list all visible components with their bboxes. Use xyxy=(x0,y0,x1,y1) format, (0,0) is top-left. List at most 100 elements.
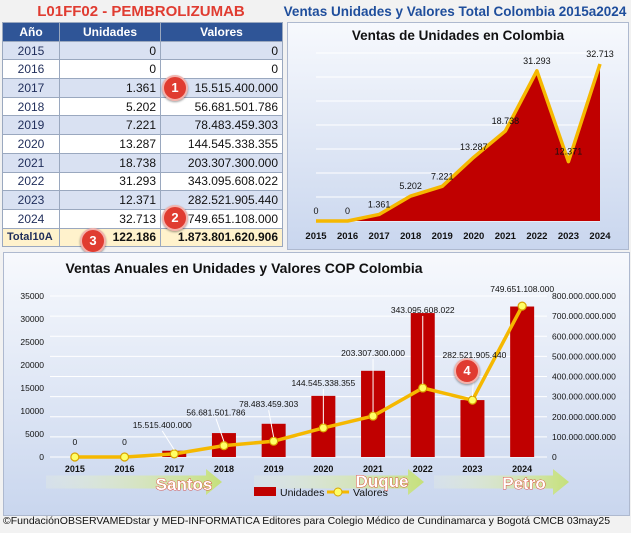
chart2-x-tick: 2018 xyxy=(214,464,234,474)
year-cell: 2020 xyxy=(2,134,60,154)
legend-label-units: Unidades xyxy=(280,487,324,499)
chart2-label-leader xyxy=(161,430,175,451)
chart2-values-point xyxy=(269,436,279,446)
units-cell: 0 xyxy=(59,40,161,61)
chart2-value-label: 56.681.501.786 xyxy=(186,408,245,418)
year-cell: 2018 xyxy=(2,96,60,117)
chart2-value-label: 144.545.338.355 xyxy=(291,378,355,388)
chart2-left-y-tick: 0 xyxy=(39,452,44,462)
chart2-left-y-tick: 20000 xyxy=(20,360,44,370)
chart2-right-y-tick: 0 xyxy=(552,452,557,462)
president-label: Duque xyxy=(356,472,409,491)
footer-credit: ©FundaciónOBSERVAMEDstar y MED-INFORMATI… xyxy=(3,515,611,527)
table-row: 2017 1.361 15.515.400.000 xyxy=(2,78,283,98)
chart2-label-leader xyxy=(215,418,225,442)
president-label: Santos xyxy=(156,475,213,494)
units-cell: 1.361 xyxy=(59,78,161,98)
chart1-data-label: 7.221 xyxy=(431,171,454,181)
col-header-units: Unidades xyxy=(59,22,161,42)
chart2-value-label: 282.521.905.440 xyxy=(443,350,507,360)
year-cell: 2022 xyxy=(2,171,60,192)
legend-swatch-units xyxy=(254,487,276,496)
chart2-right-y-tick: 700.000.000.000 xyxy=(552,311,616,321)
chart2-values-point xyxy=(70,452,80,462)
chart1-data-label: 31.293 xyxy=(523,56,551,66)
units-cell: 13.287 xyxy=(59,134,161,154)
table-row: 2018 5.202 56.681.501.786 xyxy=(2,96,283,117)
chart2-values-point xyxy=(418,383,428,393)
chart2-value-label: 15.515.400.000 xyxy=(133,420,192,430)
col-header-year: Año xyxy=(2,22,60,42)
chart2-values-point xyxy=(517,301,527,311)
marker-badge-4: 4 xyxy=(454,358,480,384)
legend-label-values: Valores xyxy=(353,487,388,499)
chart2-label-leader xyxy=(268,410,275,438)
table-row: 2022 31.293 343.095.608.022 xyxy=(2,171,283,192)
chart2-left-y-tick: 30000 xyxy=(20,314,44,324)
year-cell: 2019 xyxy=(2,115,60,136)
units-cell: 12.371 xyxy=(59,190,161,210)
chart2-value-label: 0 xyxy=(122,437,127,447)
chart2-x-tick: 2023 xyxy=(462,464,482,474)
value-cell: 144.545.338.355 xyxy=(160,134,283,154)
chart2-x-tick: 2015 xyxy=(65,464,85,474)
chart1-x-tick: 2018 xyxy=(400,231,421,242)
chart2-value-label: 0 xyxy=(72,437,77,447)
value-cell: 78.483.459.303 xyxy=(160,115,283,136)
chart2-x-tick: 2017 xyxy=(164,464,184,474)
marker-badge-2: 2 xyxy=(162,205,188,231)
value-cell: 343.095.608.022 xyxy=(160,171,283,192)
year-cell: 2023 xyxy=(2,190,60,210)
table-row: 2021 18.738 203.307.300.000 xyxy=(2,152,283,173)
chart2-units-bar xyxy=(460,400,485,457)
table-header-row: Año Unidades Valores xyxy=(2,22,283,42)
units-cell: 32.713 xyxy=(59,208,161,229)
president-period-arrow xyxy=(434,469,569,495)
chart2-x-tick: 2019 xyxy=(264,464,284,474)
chart1-x-tick: 2019 xyxy=(432,231,453,242)
marker-badge-1: 1 xyxy=(162,75,188,101)
total-value-cell: 1.873.801.620.906 xyxy=(160,227,283,248)
chart2-left-y-tick: 25000 xyxy=(20,337,44,347)
chart1-x-tick: 2022 xyxy=(526,231,547,242)
year-cell: 2024 xyxy=(2,208,60,229)
total-label-cell: Total10A xyxy=(2,227,60,248)
product-code-title: L01FF02 - PEMBROLIZUMAB xyxy=(37,3,245,20)
year-cell: 2017 xyxy=(2,78,60,98)
chart1-x-tick: 2020 xyxy=(463,231,484,242)
chart2-x-tick: 2020 xyxy=(313,464,333,474)
sales-table: Año Unidades Valores 2015 0 0 2016 0 0 2017 1… xyxy=(2,22,283,248)
chart2-left-y-tick: 5000 xyxy=(25,429,44,439)
value-cell: 0 xyxy=(160,59,283,80)
chart2-value-label: 749.651.108.000 xyxy=(490,284,554,294)
chart2-values-point xyxy=(318,423,328,433)
chart2-legend: Unidades Valores xyxy=(254,487,388,499)
units-cell: 0 xyxy=(59,59,161,80)
chart2-left-y-tick: 10000 xyxy=(20,406,44,416)
legend-swatch-values-dot xyxy=(333,487,343,497)
chart2-left-y-tick: 15000 xyxy=(20,383,44,393)
chart1-x-tick: 2021 xyxy=(495,231,517,242)
chart1-data-label: 1.361 xyxy=(368,199,391,209)
report-title: Ventas Unidades y Valores Total Colombia… xyxy=(283,4,627,19)
annual-combo-chart: Ventas Anuales en Unidades y Valores COP… xyxy=(20,260,616,499)
president-period-arrow xyxy=(46,469,222,495)
chart1-data-label: 32.713 xyxy=(586,49,614,59)
year-cell: 2015 xyxy=(2,40,60,61)
table-row: 2019 7.221 78.483.459.303 xyxy=(2,115,283,136)
units-cell: 5.202 xyxy=(59,96,161,117)
table-row: 2015 0 0 xyxy=(2,40,283,61)
chart1-x-tick: 2024 xyxy=(589,231,611,242)
chart1-x-tick: 2017 xyxy=(369,231,390,242)
chart2-right-y-tick: 300.000.000.000 xyxy=(552,392,616,402)
chart2-left-y-tick: 35000 xyxy=(20,291,44,301)
chart2-right-y-tick: 600.000.000.000 xyxy=(552,331,616,341)
value-cell: 15.515.400.000 xyxy=(160,78,283,98)
annual-combo-chart-panel: Ventas Anuales en Unidades y Valores COP… xyxy=(3,252,630,516)
units-area-chart: Ventas de Unidades en Colombia 0 0 1.361 5.… xyxy=(305,28,614,242)
year-cell: 2021 xyxy=(2,152,60,173)
chart1-data-label: 18.738 xyxy=(492,116,520,126)
chart1-data-label: 0 xyxy=(345,206,350,216)
chart1-x-tick: 2023 xyxy=(558,231,579,242)
chart2-values-point xyxy=(368,411,378,421)
